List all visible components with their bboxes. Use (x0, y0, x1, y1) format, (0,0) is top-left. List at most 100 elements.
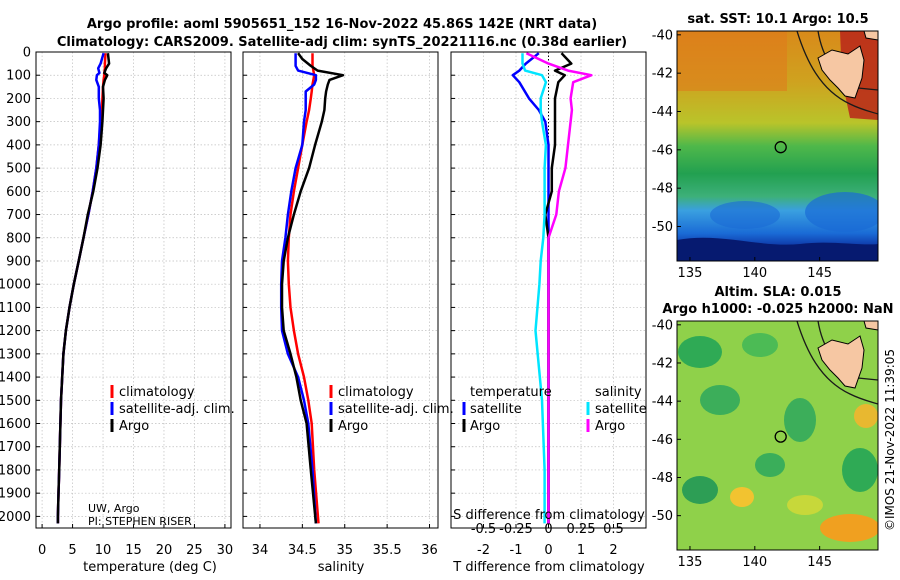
sst-map-frame (676, 30, 879, 262)
series-line-s-argo (525, 52, 593, 524)
legend-label: climatology (119, 385, 195, 400)
x-tick-label: 35.5 (373, 543, 402, 558)
x-tick-label: 20 (156, 543, 173, 558)
temperature-xlabel: temperature (deg C) (83, 560, 217, 575)
difference-xlabel: T difference from climatology (452, 560, 645, 575)
y-tick-label: -46 (652, 433, 673, 448)
sst-cool-eddy (710, 201, 780, 229)
panel-frame (35, 51, 232, 529)
legend-label: satellite (595, 402, 647, 417)
sla-map-axes: -40 -42 -44 -46 -48 -50 135 140 145 (652, 318, 832, 570)
salinity-panel: 34 34.5 35 35.5 36 (242, 51, 439, 558)
x-tick-label: 140 (742, 555, 767, 570)
legend-label: satellite-adj. clim. (338, 402, 454, 417)
y-tick-label: 400 (6, 138, 31, 153)
y-tick-label: 1400 (0, 371, 31, 386)
y-tick-label: 600 (6, 185, 31, 200)
series-line-satellite-adj-clim- (279, 53, 318, 524)
sla-low (700, 385, 740, 415)
x-tick-label: 34.5 (288, 543, 317, 558)
y-tick-label: -40 (652, 28, 673, 43)
y-tick-label: 100 (6, 69, 31, 84)
sla-low (682, 476, 718, 504)
legend-label: Argo (595, 419, 625, 434)
y-tick-label: 1000 (0, 278, 31, 293)
s-tick-label: -0.5 (471, 522, 496, 537)
x-tick-label: 0 (38, 543, 46, 558)
y-tick-label: 800 (6, 231, 31, 246)
y-tick-label: -48 (652, 182, 673, 197)
grid (451, 51, 646, 528)
panel-frame (450, 51, 647, 529)
legend-label: satellite-adj. clim. (119, 402, 235, 417)
s-tick-label: -0.25 (499, 522, 533, 537)
x-tick-label: -2 (477, 543, 490, 558)
mainland-land (863, 321, 878, 331)
x-tick-label: 30 (217, 543, 234, 558)
legend-label: Argo (119, 419, 149, 434)
y-tick-label: -42 (652, 356, 673, 371)
y-tick-label: 1300 (0, 347, 31, 362)
legend-title-temperature: temperature (470, 385, 552, 400)
sla-map-subtitle: Argo h1000: -0.025 h2000: NaN (662, 302, 893, 317)
x-tick-label: 34 (252, 543, 269, 558)
x-tick-label: 135 (678, 266, 703, 281)
y-tick-label: 1600 (0, 417, 31, 432)
y-tick-label: 900 (6, 254, 31, 269)
difference-legend: temperature salinity satellite Argo sate… (462, 385, 647, 434)
sst-cool-eddy (805, 192, 878, 232)
sla-high (820, 514, 878, 542)
x-tick-label: 25 (186, 543, 203, 558)
x-tick-label: 1 (577, 543, 585, 558)
x-tick-label: 145 (807, 266, 832, 281)
sst-map-axes: -40 -42 -44 -46 -48 -50 135 140 145 (652, 28, 832, 281)
series-line-argo (56, 53, 111, 524)
grid (36, 51, 231, 528)
legend-label: climatology (338, 385, 414, 400)
x-tick-label: 145 (807, 555, 832, 570)
y-tick-label: -50 (652, 509, 673, 524)
salinity-legend: climatology satellite-adj. clim. Argo (329, 385, 454, 434)
difference-xlabel2: S difference from climatology (453, 508, 645, 523)
s-tick-label: 0.25 (567, 522, 596, 537)
y-tick-label: 0 (23, 46, 31, 61)
sla-low (842, 448, 878, 492)
series-line-satellite-adj-clim- (56, 52, 105, 524)
y-tick-label: 700 (6, 208, 31, 223)
legend-label: satellite (470, 402, 522, 417)
argo-location-marker (774, 141, 787, 154)
mainland-land (863, 31, 878, 41)
x-tick-label: 2 (609, 543, 617, 558)
grid (243, 51, 438, 528)
y-tick-label: 1800 (0, 463, 31, 478)
sst-warm-patch (677, 31, 787, 91)
salinity-xlabel: salinity (318, 560, 365, 575)
legend-label: Argo (338, 419, 368, 434)
y-tick-label: 1100 (0, 301, 31, 316)
tasmania-land (817, 335, 865, 389)
x-tick-label: 0 (544, 543, 552, 558)
x-tick-label: 10 (95, 543, 112, 558)
sla-high (787, 495, 823, 515)
sst-contour (796, 31, 878, 115)
temperature-panel: 0 5 10 15 20 25 300100200300400500600700800900… (0, 46, 233, 559)
sla-map (677, 321, 878, 550)
y-tick-label: -44 (652, 105, 673, 120)
s-tick-label: 0 (544, 522, 552, 537)
sla-low (755, 453, 785, 477)
sla-map-frame (676, 320, 879, 551)
sla-low (784, 398, 816, 442)
argo-location-marker (774, 430, 787, 443)
sst-map-title: sat. SST: 10.1 Argo: 10.5 (687, 12, 868, 27)
x-tick-label: 15 (125, 543, 142, 558)
header-line2: Climatology: CARS2009. Satellite-adj cli… (57, 35, 627, 50)
y-tick-label: 2000 (0, 510, 31, 525)
y-tick-label: -50 (652, 220, 673, 235)
tasmania-land (817, 45, 865, 99)
legend-label: Argo (470, 419, 500, 434)
x-tick-label: 5 (68, 543, 76, 558)
y-tick-label: -42 (652, 67, 673, 82)
y-tick-label: 1700 (0, 440, 31, 455)
watermark: ©IMOS 21-Nov-2022 11:39:05 (883, 349, 897, 531)
